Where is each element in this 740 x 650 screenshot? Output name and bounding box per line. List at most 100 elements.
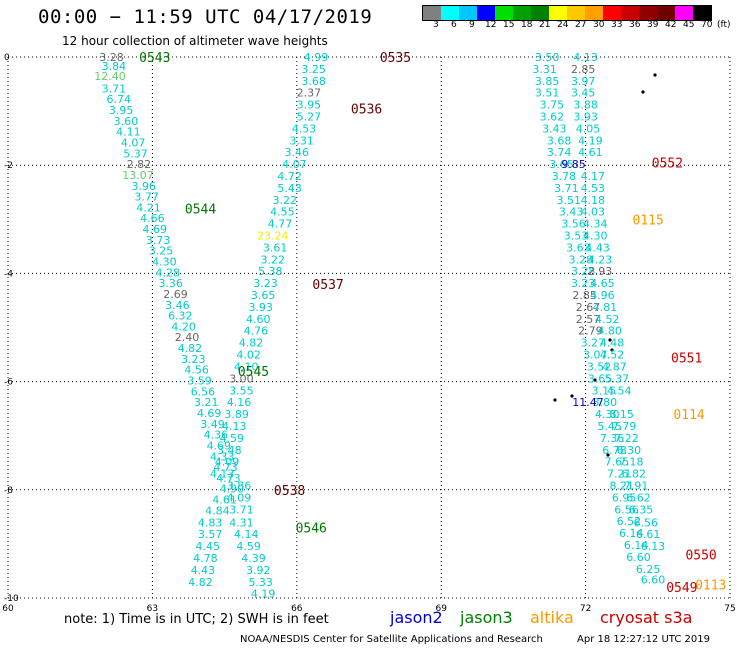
wave-height-value: 6.52 [617,515,642,528]
wave-height-value: 6.35 [629,503,654,516]
wave-height-value: 4.23 [588,253,613,266]
wave-height-value: 4.43 [191,564,216,577]
wave-height-value: 4.99 [304,51,329,64]
wave-height-value: 2.85 [572,289,597,302]
wave-height-value: 4.52 [600,349,625,362]
wave-height-value: 4.87 [602,360,627,373]
coastline-dot [641,90,645,94]
wave-height-value: 4.03 [581,206,606,219]
pass-number-label: 0544 [185,202,216,217]
wave-height-value: 3.96 [131,180,156,193]
wave-height-value: 4.36 [204,429,229,442]
wave-height-value: 6.13 [641,540,666,553]
wave-height-value: 3.31 [532,63,557,76]
wave-height-value: 4.53 [581,182,606,195]
wave-height-value: 4.66 [140,212,165,225]
wave-height-colorbar [422,5,712,21]
wave-height-value: 4.81 [593,301,618,314]
colorbar-swatch [531,6,549,20]
wave-height-value: 2.82 [127,158,152,171]
wave-height-value: 3.86 [227,479,252,492]
wave-height-value: 4.61 [212,494,237,507]
x-tick-label: 69 [435,604,447,614]
wave-height-value: 5.38 [258,265,283,278]
pass-number-label: 0113 [695,578,726,593]
pass-number-label: 0538 [274,484,305,499]
coastline-dot [593,378,597,382]
generation-timestamp: Apr 18 12:27:12 UTC 2019 [577,634,710,645]
colorbar-label: 39 [647,20,659,30]
wave-height-value: 3.95 [297,99,322,112]
colorbar-swatch [423,6,441,20]
wave-height-value: 4.45 [196,540,221,553]
wave-height-value: 3.51 [535,87,560,100]
wave-height-value: 4.73 [216,472,241,485]
coastline-dot [608,338,612,342]
wave-height-value: 4.78 [193,552,218,565]
wave-height-value: 3.92 [246,564,271,577]
wave-height-value: 4.76 [244,325,269,338]
wave-height-value: 3.95 [109,104,134,117]
wave-height-value: 4.07 [121,136,146,149]
chart-title: 00:00 − 11:59 UTC 04/17/2019 [38,6,373,28]
wave-height-value: 3.28 [571,265,596,278]
wave-height-value: 4.84 [205,504,230,517]
wave-height-value: 3.50 [535,51,560,64]
wave-height-value: 3.63 [566,241,591,254]
pass-number-label: 0545 [238,365,269,380]
x-tick-label: 72 [580,604,591,614]
colorbar-label: 9 [469,20,475,30]
wave-height-value: 4.11 [116,126,141,139]
wave-height-value: 3.25 [149,245,174,258]
wave-height-value: 3.75 [540,99,565,112]
pass-number-label: 0552 [652,156,683,171]
y-tick-label: -6 [4,378,13,388]
pass-number-label: 0535 [380,51,411,66]
wave-height-value: 4.13 [222,420,247,433]
wave-height-value: 3.49 [200,418,225,431]
wave-height-value: 4.14 [234,528,259,541]
wave-height-value: 4.82 [188,576,213,589]
wave-height-value: 6.56 [614,503,639,516]
wave-height-value: 4.52 [595,313,620,326]
colorbar-label: (ft) [717,20,731,30]
colorbar-swatch [693,6,711,20]
colorbar-label: 70 [701,20,713,30]
legend-cryosat-s3a: cryosat s3a [600,608,693,627]
wave-height-value: 4.09 [227,491,252,504]
wave-height-value: 3.51 [557,194,582,207]
y-tick-label: -4 [4,269,13,279]
colorbar-label: 6 [451,20,457,30]
wave-height-value: 6.56 [634,516,659,529]
wave-height-value: 5.37 [605,372,630,385]
colorbar-label: 33 [611,20,623,30]
wave-height-value: 4.77 [268,218,293,231]
credit-line: NOAA/NESDIS Center for Satellite Applica… [240,634,543,645]
wave-height-value: 5.45 [597,420,622,433]
wave-height-value: 6.30 [617,444,642,457]
wave-height-value: 3.88 [573,99,598,112]
wave-height-value: 3.53 [564,230,589,243]
wave-height-value: 7.22 [614,432,639,445]
wave-height-value: 3.52 [587,360,612,373]
wave-height-value: 6.25 [636,563,661,576]
y-tick-label: -2 [4,161,13,171]
wave-height-value: 4.13 [210,468,235,481]
wave-height-value: 3.61 [263,241,288,254]
wave-height-value: 4.54 [607,384,632,397]
wave-height-value: 4.43 [585,241,610,254]
wave-height-value: 4.33 [210,450,235,463]
wave-height-value: 3.45 [571,87,596,100]
wave-height-value: 4.60 [246,313,271,326]
colorbar-label: 24 [557,20,569,30]
wave-height-value: 3.60 [114,115,139,128]
wave-height-value: 9.85 [561,158,586,171]
colorbar-swatch [477,6,495,20]
pass-number-label: 0546 [296,522,327,537]
coastline-dot [653,73,657,77]
wave-height-value: 3.80 [593,396,618,409]
wave-height-value: 4.83 [198,516,223,529]
legend-altika: altika [530,608,574,627]
wave-height-value: 4.18 [581,194,606,207]
wave-height-value: 3.31 [289,134,314,147]
